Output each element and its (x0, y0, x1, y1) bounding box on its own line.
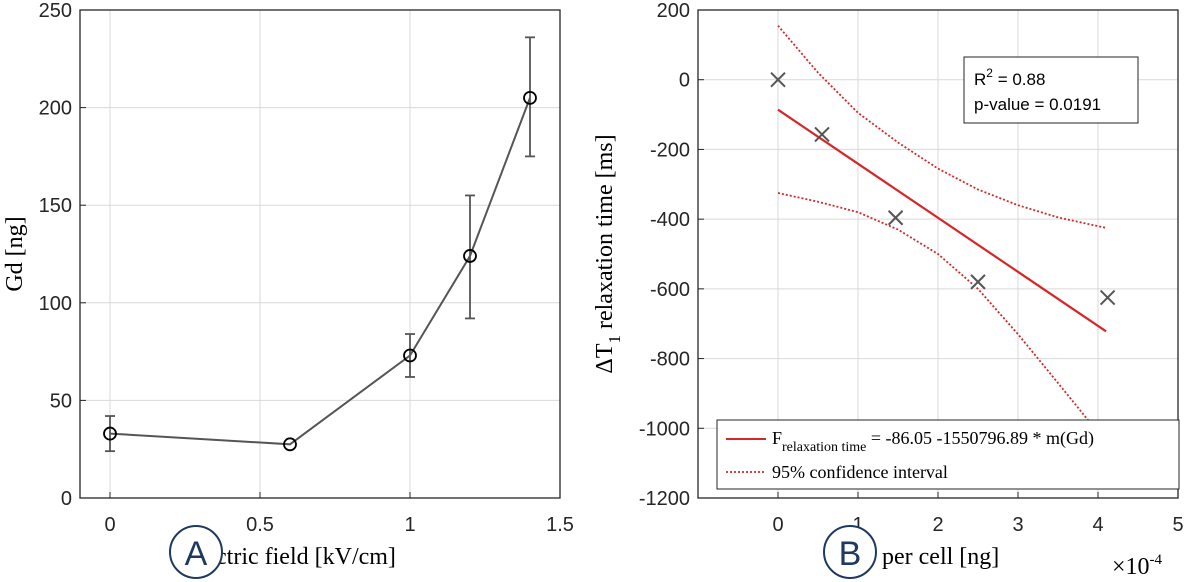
panel-a-xtick-label: 1 (404, 514, 415, 536)
r-squared-post: = 0.88 (993, 70, 1045, 89)
panel-a-grid (80, 9, 561, 499)
panel-b-xlabel: per cell [ng] (882, 544, 999, 570)
panel-a-series (103, 36, 537, 453)
panel-a-series-line (109, 97, 531, 446)
panel-b-point-stroke (887, 210, 904, 226)
fit-line (777, 108, 1107, 333)
panel-b-ylabel-pre: ΔT (592, 343, 618, 373)
panel-a-xtick-label: 0.5 (246, 514, 274, 536)
panel-b-xtick-label: 1 (852, 514, 863, 536)
panel-b-data-point (770, 72, 786, 88)
panel-b-points (770, 72, 1116, 306)
panel-b-ytick-label: -1200 (639, 488, 690, 510)
panel-b-ylabel-sub: 1 (605, 335, 624, 344)
panel-a-ticks: 0 0.5 1 1.5 0 50 100 150 200 250 (39, 0, 574, 536)
panel-b-point-stroke (1099, 289, 1116, 306)
panel-b-ytick-label: -800 (650, 349, 690, 371)
legend-fit-label-post: = -86.05 -1550796.89 * m(Gd) (866, 428, 1094, 449)
panel-a-axes-box (79, 9, 561, 499)
panel-a-ytick-label: 150 (39, 195, 72, 217)
panel-b-data-point (814, 126, 830, 143)
panel-b-point-stroke (970, 274, 986, 290)
panel-b-badge-label: B (839, 535, 862, 573)
panel-a-badge-label: A (185, 535, 208, 573)
panel-a-data-point (403, 348, 417, 363)
panel-b-ytick-label: 200 (657, 0, 690, 22)
panel-a-xtick-label: 1.5 (546, 514, 574, 536)
panel-b-ytick-label: 0 (679, 70, 690, 92)
panel-b-xtick-label: 5 (1172, 514, 1183, 536)
panel-a-ytick-label: 200 (39, 98, 72, 120)
legend-box (716, 419, 1180, 490)
panel-b-data-point (970, 274, 986, 290)
panel-a-data-point (463, 249, 477, 263)
panel-a-xtick-label: 0 (104, 514, 115, 536)
panel-b-ytick-label: -400 (650, 209, 690, 231)
panel-b-x-multiplier-exp: -4 (1150, 552, 1163, 568)
panel-b-ylabel: ΔT1 relaxation time [ms] (592, 134, 624, 373)
panel-a-ytick-label: 100 (39, 293, 72, 315)
panel-a-badge: A (169, 525, 223, 579)
panel-a-data-point (283, 437, 297, 452)
panel-b-xtick-label: 2 (932, 514, 943, 536)
panel-b-ytick-label: -1000 (639, 418, 690, 440)
panel-a-ylabel: Gd [ng] (2, 216, 28, 291)
legend-fit-label-sub: relaxation time (782, 440, 866, 455)
panel-b-data-point (887, 210, 904, 226)
ci-lower-curve (777, 192, 1107, 443)
panel-b-ylabel-post: relaxation time [ms] (592, 134, 618, 335)
panel-b-badge-circle (823, 525, 877, 579)
r-squared-pre: R (974, 70, 986, 89)
panel-a-ytick-label: 50 (50, 390, 72, 412)
panel-b-badge: B (823, 525, 877, 579)
panel-b-ticks: 0 1 2 3 4 5 -1200 -1000 -800 -600 -400 -200 0 200 (639, 0, 1184, 536)
panel-a-badge-circle (169, 525, 223, 579)
panel-a-ytick-label: 250 (39, 0, 72, 22)
panel-b-curves (777, 25, 1107, 443)
panel-b-point-stroke (814, 126, 830, 143)
panel-a-chart: 0 0.5 1 1.5 0 50 100 150 200 250 Gd [ng] ctric fi… (2, 0, 574, 570)
panel-b-x-multiplier: ×10-4 (1112, 552, 1163, 580)
annotation-box (963, 56, 1139, 124)
legend-fit-label-pre: F (772, 428, 782, 448)
panel-b-ytick-label: -600 (650, 279, 690, 301)
legend-ci-label: 95% confidence interval (772, 462, 948, 482)
r-squared-text: R2 = 0.88 (974, 66, 1045, 89)
panel-a-data-point (103, 426, 117, 441)
panel-a-data-point (523, 90, 537, 105)
ci-upper-curve (777, 25, 1107, 229)
panel-b-data-point (1099, 289, 1116, 306)
panel-a-ytick-label: 0 (61, 488, 72, 510)
panel-b-xtick-label: 4 (1092, 514, 1103, 536)
panel-a-xlabel: ctric field [kV/cm] (216, 544, 396, 570)
legend-fit-label: Frelaxation time = -86.05 -1550796.89 * … (772, 428, 1094, 455)
panel-b-point-stroke (770, 72, 786, 88)
p-value-text: p-value = 0.0191 (974, 95, 1101, 114)
r-squared-sup: 2 (986, 66, 993, 80)
panel-b-xtick-label: 3 (1012, 514, 1023, 536)
panel-b-xtick-label: 0 (772, 514, 783, 536)
panel-b-x-multiplier-base: ×10 (1112, 554, 1150, 580)
panel-b-ytick-label: -200 (650, 139, 690, 161)
